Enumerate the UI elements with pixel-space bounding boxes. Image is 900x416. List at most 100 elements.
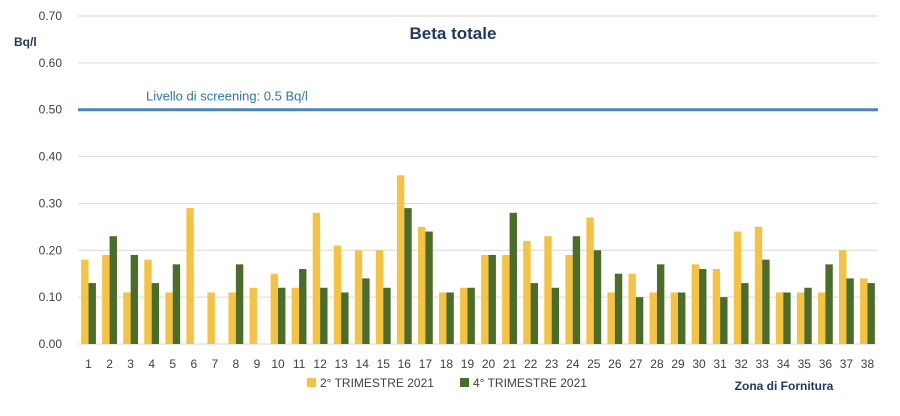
legend: 2° TRIMESTRE 2021 4° TRIMESTRE 2021 [307, 376, 587, 390]
bar-series-1-zone-22 [523, 240, 531, 344]
x-tick-label: 11 [293, 357, 306, 371]
bar-series-2-zone-14 [362, 278, 370, 344]
x-tick-label: 12 [313, 357, 327, 371]
bar-series-2-zone-36 [825, 264, 833, 344]
bar-series-2-zone-33 [762, 259, 770, 344]
x-tick-label: 5 [169, 357, 176, 371]
bar-series-1-zone-28 [649, 292, 657, 344]
x-tick-label: 20 [482, 357, 496, 371]
x-tick-label: 32 [734, 357, 748, 371]
bar-series-2-zone-15 [383, 287, 391, 344]
bar-series-2-zone-30 [699, 269, 707, 344]
x-tick-label: 31 [713, 357, 727, 371]
bar-series-1-zone-31 [712, 269, 721, 344]
legend-swatch-series-2 [460, 378, 469, 387]
y-tick-label: 0.40 [39, 150, 63, 164]
bar-series-1-zone-21 [502, 254, 510, 344]
x-tick-label: 24 [566, 357, 580, 371]
x-tick-label: 23 [545, 357, 559, 371]
bar-series-2-zone-22 [530, 283, 539, 344]
bar-series-1-zone-27 [628, 273, 636, 344]
bar-series-2-zone-35 [804, 287, 812, 344]
bar-series-2-zone-12 [320, 287, 328, 344]
y-tick-label: 0.10 [39, 290, 63, 304]
bar-series-1-zone-2 [102, 254, 110, 344]
bar-series-2-zone-27 [635, 297, 644, 344]
x-tick-label: 26 [608, 357, 622, 371]
bar-series-2-zone-1 [88, 283, 96, 344]
bar-series-1-zone-20 [481, 254, 489, 344]
x-tick-label: 28 [650, 357, 664, 371]
x-tick-label: 33 [756, 357, 770, 371]
bar-series-1-zone-36 [817, 292, 826, 344]
x-axis-ticks: 1 2 3 4 5 6 7 8 9 10 11 12 13 14 15 16 17 18 19 20 21 22 23 24 2… [85, 357, 874, 371]
x-tick-label: 35 [798, 357, 812, 371]
bar-series-2-zone-19 [467, 287, 475, 344]
bar-series-1-zone-30 [691, 264, 700, 344]
bar-series-1-zone-10 [270, 273, 278, 344]
bar-series-2-zone-38 [867, 283, 875, 344]
bar-series-1-zone-5 [165, 292, 173, 344]
bar-series-2-zone-3 [130, 254, 139, 344]
x-tick-label: 8 [233, 357, 240, 371]
y-axis-ticks: 0.00 0.10 0.20 0.30 0.40 0.50 0.60 0.70 [39, 9, 63, 351]
bar-series-1-zone-15 [375, 250, 384, 344]
bar-series-2-zone-10 [278, 287, 286, 344]
bar-series-1-zone-12 [312, 212, 321, 344]
bar-series-1-zone-17 [417, 226, 426, 344]
bar-series-1-zone-3 [123, 292, 131, 344]
bar-series-1-zone-29 [670, 292, 678, 344]
bar-series-1-zone-1 [81, 259, 89, 344]
bar-series-2-zone-24 [572, 236, 581, 344]
x-tick-label: 3 [127, 357, 134, 371]
x-tick-label: 15 [377, 357, 391, 371]
bar-series-1-zone-32 [733, 231, 742, 344]
x-tick-label: 17 [419, 357, 433, 371]
x-tick-label: 2 [106, 357, 113, 371]
reference-line-group: Livello di screening: 0.5 Bq/l [78, 89, 878, 112]
x-tick-label: 1 [85, 357, 92, 371]
legend-label-series-2: 4° TRIMESTRE 2021 [473, 376, 587, 390]
bar-series-2-zone-28 [656, 264, 665, 344]
bar-series-1-zone-9 [249, 287, 257, 344]
bar-series-1-zone-38 [860, 278, 868, 344]
bar-series-1-zone-6 [186, 208, 194, 344]
bar-series-2-zone-34 [783, 292, 791, 344]
bar-series-1-zone-34 [775, 292, 784, 344]
bar-series-1-zone-13 [333, 245, 342, 344]
x-tick-label: 19 [461, 357, 475, 371]
bar-series-1-zone-14 [354, 250, 363, 344]
bar-series-1-zone-35 [796, 292, 805, 344]
x-tick-label: 18 [440, 357, 454, 371]
bar-series-2-zone-32 [741, 283, 749, 344]
bars [81, 175, 875, 344]
y-tick-label: 0.00 [39, 337, 63, 351]
bar-series-2-zone-23 [551, 287, 560, 344]
legend-label-series-1: 2° TRIMESTRE 2021 [320, 376, 434, 390]
y-tick-label: 0.70 [39, 9, 63, 23]
y-tick-label: 0.20 [39, 243, 63, 257]
bar-series-1-zone-19 [460, 287, 468, 344]
x-tick-label: 4 [148, 357, 155, 371]
bar-series-2-zone-21 [509, 212, 517, 344]
bar-series-2-zone-31 [720, 297, 728, 344]
x-tick-label: 34 [777, 357, 791, 371]
bar-series-1-zone-18 [439, 292, 447, 344]
x-tick-label: 7 [211, 357, 218, 371]
x-tick-label: 10 [271, 357, 285, 371]
bar-series-2-zone-16 [404, 208, 412, 344]
bar-series-2-zone-11 [299, 269, 307, 344]
bar-series-2-zone-26 [614, 273, 623, 344]
y-tick-label: 0.50 [39, 103, 63, 117]
screening-level-label: Livello di screening: 0.5 Bq/l [146, 89, 308, 104]
bar-series-1-zone-37 [839, 250, 847, 344]
bar-series-2-zone-37 [846, 278, 854, 344]
x-tick-label: 9 [254, 357, 261, 371]
y-axis-label: Bq/l [14, 35, 37, 49]
bar-series-1-zone-33 [754, 226, 763, 344]
bar-series-2-zone-13 [341, 292, 349, 344]
chart-title: Beta totale [410, 24, 497, 43]
bar-series-1-zone-7 [207, 292, 215, 344]
x-tick-label: 29 [671, 357, 685, 371]
